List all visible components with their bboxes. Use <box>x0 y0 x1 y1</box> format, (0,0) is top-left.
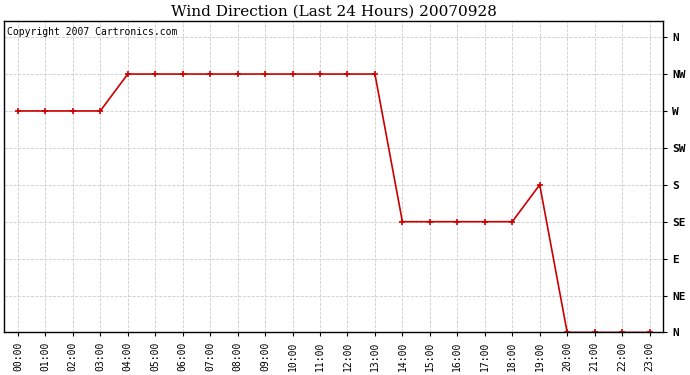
Title: Wind Direction (Last 24 Hours) 20070928: Wind Direction (Last 24 Hours) 20070928 <box>171 4 497 18</box>
Text: Copyright 2007 Cartronics.com: Copyright 2007 Cartronics.com <box>8 27 178 37</box>
